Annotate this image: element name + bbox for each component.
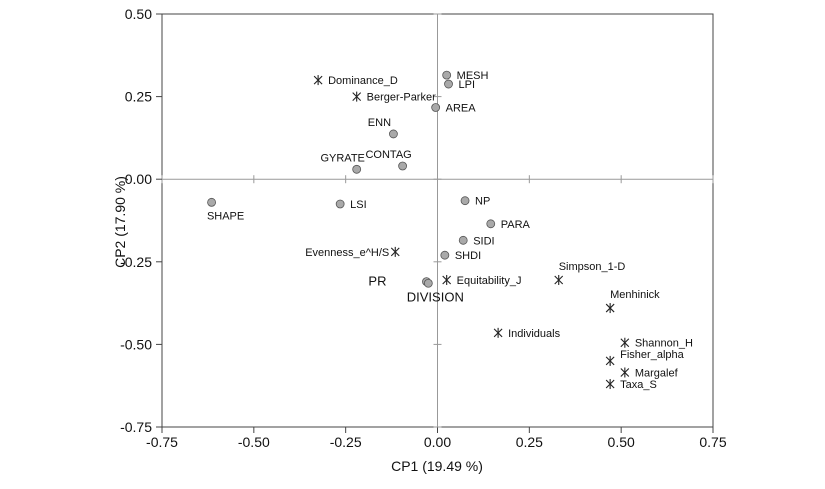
point-circle [458, 235, 468, 245]
y-axis-title: CP2 (17.90 %) [112, 176, 128, 268]
point-label: Shannon_H [635, 338, 693, 350]
point-circle [207, 197, 216, 207]
y-tick-label: 0.25 [125, 89, 152, 105]
point-label: DIVISION [407, 289, 464, 304]
point-label: SIDI [473, 235, 494, 247]
point-asterisk [605, 379, 615, 390]
point-label: Equitability_J [457, 275, 522, 287]
y-tick-label: 0.50 [125, 6, 152, 22]
x-tick-label: -0.75 [146, 434, 178, 450]
point-label: Evenness_e^H/S [305, 247, 389, 259]
point-label: Menhinick [610, 289, 660, 301]
axis-ticks [156, 13, 714, 433]
point-label: Margalef [635, 367, 679, 379]
point-asterisk [620, 367, 630, 378]
point-label: CONTAG [365, 149, 411, 161]
axis-tick-labels: -0.75 -0.50 -0.25 0.00 0.25 0.50 0.75 0.50 0.25 0… [120, 6, 727, 450]
point-asterisk [605, 355, 615, 366]
point-circle [335, 199, 345, 209]
x-tick-label: -0.25 [330, 434, 362, 450]
y-tick-label: -0.50 [120, 336, 152, 352]
x-tick-label: 0.75 [699, 434, 726, 450]
point-asterisk [442, 274, 452, 285]
point-circle [423, 278, 433, 288]
point-asterisk [493, 327, 503, 338]
point-circle [486, 219, 496, 229]
point-circle [389, 129, 398, 139]
point-label: NP [475, 196, 490, 208]
point-label: PR [368, 274, 386, 289]
x-tick-label: -0.50 [238, 434, 270, 450]
point-label: Taxa_S [620, 379, 657, 391]
point-label: Berger-Parker [367, 92, 436, 104]
point-asterisk [390, 246, 400, 257]
point-circle [442, 70, 452, 80]
x-tick-label: 0.00 [424, 434, 451, 450]
point-label: GYRATE [320, 152, 364, 164]
point-circle [444, 79, 453, 89]
point-label: Dominance_D [328, 75, 398, 87]
point-label: AREA [446, 103, 477, 115]
point-label: Fisher_alpha [620, 349, 684, 361]
point-circle [460, 196, 470, 206]
point-asterisk [313, 75, 323, 86]
point-asterisk [620, 337, 630, 348]
x-axis-title: CP1 (19.49 %) [391, 458, 483, 474]
point-circle [431, 103, 441, 112]
x-tick-label: 0.50 [608, 434, 635, 450]
point-label: SHDI [455, 250, 481, 262]
point-label: MESH [457, 70, 489, 82]
y-tick-label: 0.00 [125, 171, 152, 187]
point-asterisk [554, 274, 564, 285]
point-label: PARA [501, 219, 531, 231]
point-asterisk [352, 91, 362, 102]
point-label: Individuals [508, 328, 560, 340]
point-label: LSI [350, 199, 367, 211]
y-tick-label: -0.75 [120, 419, 152, 435]
point-circle [440, 250, 450, 260]
point-label: SHAPE [207, 210, 244, 222]
point-label: ENN [368, 117, 391, 129]
y-tick-label: -0.25 [120, 254, 152, 270]
x-tick-label: 0.25 [516, 434, 543, 450]
point-circle [398, 161, 408, 171]
point-label: Simpson_1-D [559, 261, 626, 273]
point-asterisk [605, 303, 615, 314]
point-circle [352, 164, 362, 174]
point-label: LPI [459, 79, 476, 91]
